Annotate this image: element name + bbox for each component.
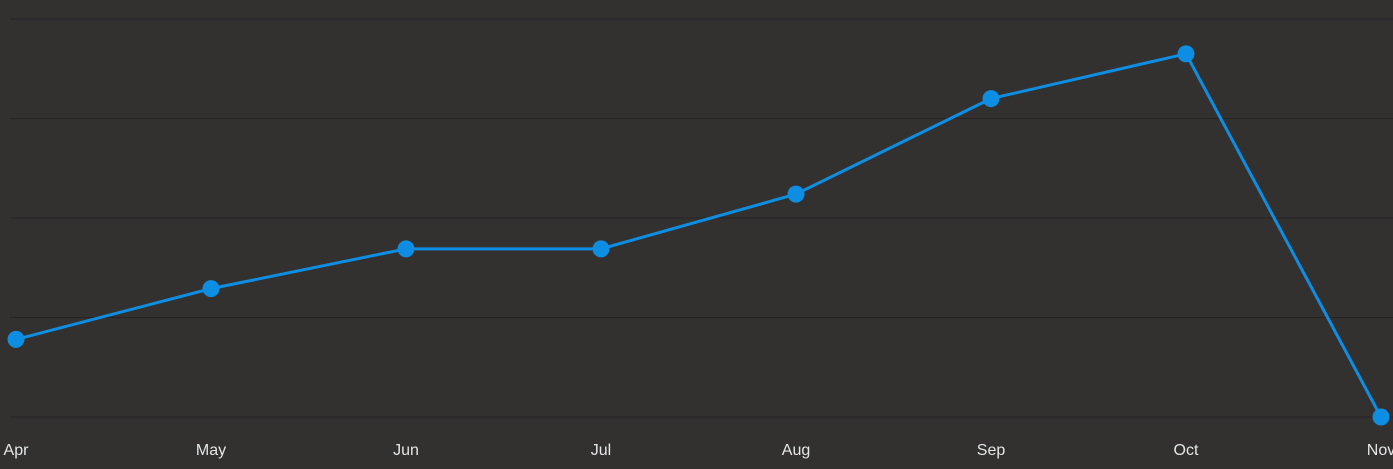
x-tick-label: Sep xyxy=(977,442,1006,459)
data-point xyxy=(202,280,220,298)
data-point xyxy=(982,90,1000,108)
x-tick-label: Apr xyxy=(4,442,30,459)
data-point xyxy=(397,240,415,258)
x-tick-label: Nov xyxy=(1367,442,1393,459)
x-tick-label: Aug xyxy=(782,442,810,459)
x-tick-label: May xyxy=(196,442,226,459)
x-tick-label: Jul xyxy=(591,442,611,459)
data-point xyxy=(7,330,25,348)
x-tick-label: Jun xyxy=(393,442,419,459)
data-point xyxy=(1177,45,1195,63)
data-point xyxy=(787,185,805,203)
x-tick-label: Oct xyxy=(1174,442,1199,459)
data-point xyxy=(1372,408,1390,426)
series-line xyxy=(15,52,1383,418)
data-point xyxy=(592,240,610,258)
